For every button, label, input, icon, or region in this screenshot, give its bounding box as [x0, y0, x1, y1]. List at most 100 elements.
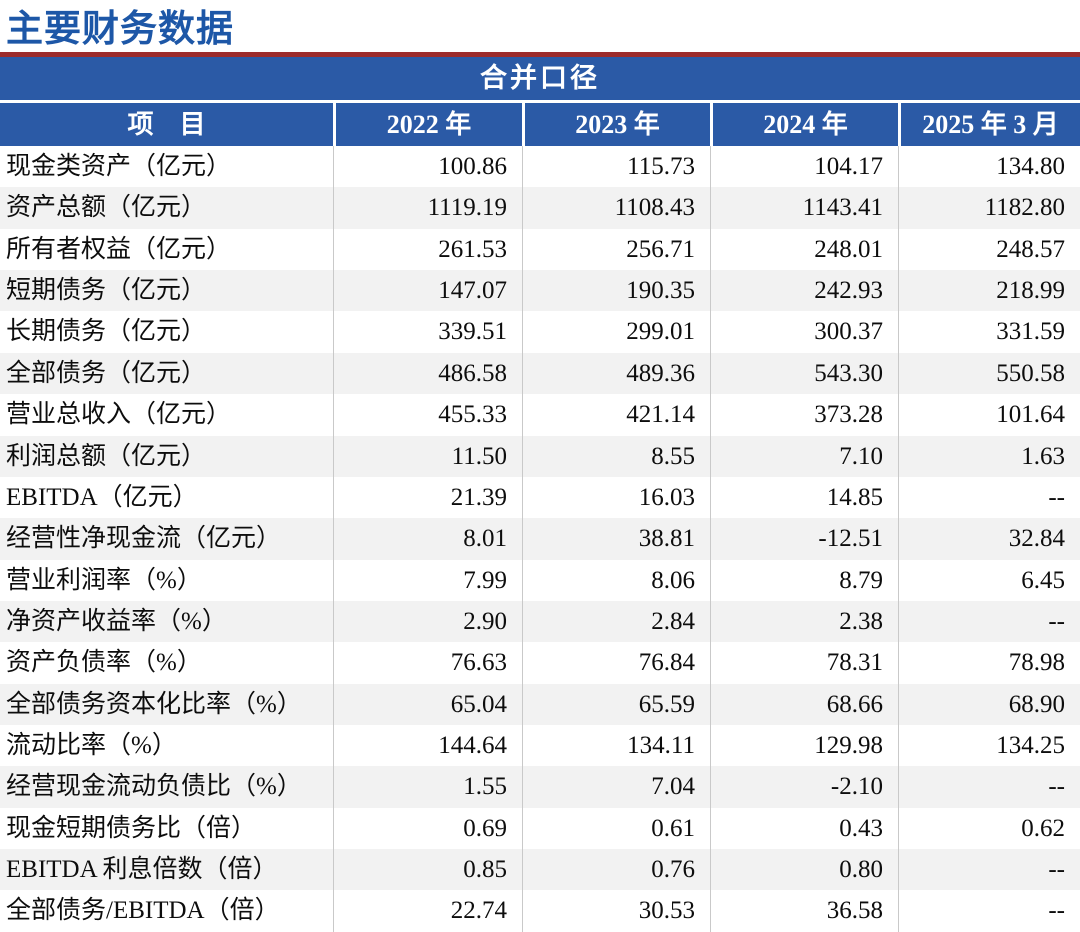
value-cell: 38.81: [522, 518, 710, 560]
column-header-period: 2024 年: [710, 103, 898, 146]
value-cell: 248.57: [898, 228, 1080, 271]
table-row: 现金类资产（亿元） 100.86 115.73 104.17 134.80: [0, 146, 1080, 188]
value-cell: 134.25: [898, 725, 1080, 767]
value-cell: 242.93: [710, 270, 898, 312]
value-cell: 8.55: [522, 435, 710, 477]
value-cell: 299.01: [522, 311, 710, 353]
table-row: 短期债务（亿元） 147.07 190.35 242.93 218.99: [0, 270, 1080, 312]
value-cell: 550.58: [898, 352, 1080, 395]
value-cell: 11.50: [333, 435, 522, 477]
table-row: 净资产收益率（%） 2.90 2.84 2.38 --: [0, 600, 1080, 643]
row-label: 现金短期债务比（倍）: [6, 814, 257, 842]
value-cell: 373.28: [710, 394, 898, 436]
value-cell: -2.10: [710, 766, 898, 808]
value-cell: 1.63: [898, 435, 1080, 477]
row-label: 全部债务（亿元）: [6, 359, 207, 387]
value-cell: 261.53: [333, 228, 522, 271]
value-cell: 144.64: [333, 725, 522, 767]
value-cell: 76.63: [333, 642, 522, 684]
value-cell: 218.99: [898, 270, 1080, 312]
value-cell: 190.35: [522, 270, 710, 312]
value-cell: 134.11: [522, 725, 710, 767]
value-cell: 0.61: [522, 807, 710, 850]
financial-data-table: 合并口径 项 目 2022 年 2023 年 2024 年 2025 年 3 月 现金类…: [0, 57, 1080, 932]
table-row: 经营性净现金流（亿元） 8.01 38.81 -12.51 32.84: [0, 518, 1080, 560]
value-cell: 1119.19: [333, 187, 522, 229]
value-cell: --: [898, 476, 1080, 519]
value-cell: 8.06: [522, 559, 710, 601]
row-label: EBITDA 利息倍数（倍）: [6, 856, 278, 884]
title-divider-rule: [0, 52, 1080, 57]
row-label: 营业总收入（亿元）: [6, 401, 232, 429]
row-label: 资产总额（亿元）: [6, 194, 207, 222]
value-cell: 8.79: [710, 559, 898, 601]
row-label: 短期债务（亿元）: [6, 277, 207, 305]
value-cell: 0.85: [333, 849, 522, 891]
table-row: 经营现金流动负债比（%） 1.55 7.04 -2.10 --: [0, 766, 1080, 808]
row-label: 经营现金流动负债比（%）: [6, 773, 302, 801]
value-cell: 68.66: [710, 683, 898, 726]
value-cell: 248.01: [710, 228, 898, 271]
value-cell: 0.80: [710, 849, 898, 891]
value-cell: 2.38: [710, 600, 898, 643]
value-cell: 6.45: [898, 559, 1080, 601]
value-cell: 489.36: [522, 352, 710, 395]
value-cell: 101.64: [898, 394, 1080, 436]
table-row: 全部债务（亿元） 486.58 489.36 543.30 550.58: [0, 352, 1080, 395]
column-header-period: 2023 年: [522, 103, 710, 146]
table-header-row: 项 目 2022 年 2023 年 2024 年 2025 年 3 月: [0, 103, 1080, 146]
value-cell: 1108.43: [522, 187, 710, 229]
column-header-period: 2022 年: [333, 103, 522, 146]
title-bar: 主要财务数据: [0, 0, 1080, 52]
value-cell: 147.07: [333, 270, 522, 312]
value-cell: --: [898, 849, 1080, 891]
row-label: 现金类资产（亿元）: [6, 153, 232, 180]
table-row: 所有者权益（亿元） 261.53 256.71 248.01 248.57: [0, 228, 1080, 271]
table-row: 全部债务资本化比率（%） 65.04 65.59 68.66 68.90: [0, 683, 1080, 726]
value-cell: 7.10: [710, 435, 898, 477]
value-cell: 129.98: [710, 725, 898, 767]
value-cell: 30.53: [522, 890, 710, 932]
value-cell: 256.71: [522, 228, 710, 271]
value-cell: 22.74: [333, 890, 522, 932]
row-label: 长期债务（亿元）: [6, 318, 207, 346]
value-cell: 76.84: [522, 642, 710, 684]
table-row: 资产总额（亿元） 1119.19 1108.43 1143.41 1182.80: [0, 187, 1080, 229]
value-cell: 104.17: [710, 146, 898, 188]
value-cell: 7.04: [522, 766, 710, 808]
value-cell: 1.55: [333, 766, 522, 808]
value-cell: 2.84: [522, 600, 710, 643]
value-cell: 8.01: [333, 518, 522, 560]
row-label: 资产负债率（%）: [6, 649, 202, 677]
value-cell: 486.58: [333, 352, 522, 395]
value-cell: 68.90: [898, 683, 1080, 726]
value-cell: 78.31: [710, 642, 898, 684]
table-row: 营业利润率（%） 7.99 8.06 8.79 6.45: [0, 559, 1080, 601]
row-label: 经营性净现金流（亿元）: [6, 525, 282, 553]
value-cell: 1182.80: [898, 187, 1080, 229]
table-row: 长期债务（亿元） 339.51 299.01 300.37 331.59: [0, 311, 1080, 353]
table-row: 资产负债率（%） 76.63 76.84 78.31 78.98: [0, 642, 1080, 684]
row-label: 净资产收益率（%）: [6, 607, 227, 635]
value-cell: 65.59: [522, 683, 710, 726]
row-label: 全部债务/EBITDA（倍）: [6, 897, 280, 925]
row-label: EBITDA（亿元）: [6, 483, 198, 511]
row-label: 所有者权益（亿元）: [6, 235, 232, 263]
table-row: 流动比率（%） 144.64 134.11 129.98 134.25: [0, 725, 1080, 767]
value-cell: 543.30: [710, 352, 898, 395]
value-cell: --: [898, 600, 1080, 643]
row-label: 流动比率（%）: [6, 732, 177, 760]
column-header-item: 项 目: [127, 110, 206, 139]
value-cell: 300.37: [710, 311, 898, 353]
table-caption-consolidated-basis: 合并口径: [0, 57, 1080, 103]
value-cell: 0.62: [898, 807, 1080, 850]
value-cell: 65.04: [333, 683, 522, 726]
row-label: 全部债务资本化比率（%）: [6, 690, 302, 718]
page-title: 主要财务数据: [6, 8, 234, 49]
value-cell: 0.69: [333, 807, 522, 850]
table-row: 现金短期债务比（倍） 0.69 0.61 0.43 0.62: [0, 807, 1080, 850]
value-cell: 100.86: [333, 146, 522, 188]
value-cell: 115.73: [522, 146, 710, 188]
table-body: 现金类资产（亿元） 100.86 115.73 104.17 134.80 资产总额（亿元…: [0, 146, 1080, 932]
